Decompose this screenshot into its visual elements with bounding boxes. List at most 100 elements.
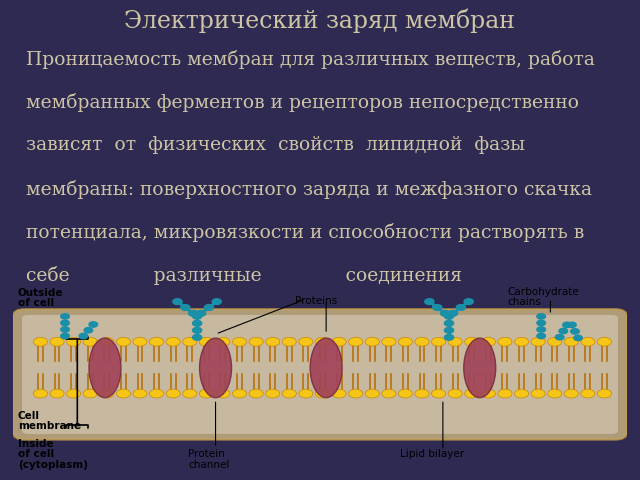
Circle shape <box>349 389 363 398</box>
Circle shape <box>563 322 572 327</box>
Circle shape <box>182 337 197 346</box>
Circle shape <box>444 335 454 340</box>
Circle shape <box>189 311 198 316</box>
Circle shape <box>431 389 445 398</box>
Circle shape <box>83 389 97 398</box>
Circle shape <box>444 313 454 319</box>
Text: Cell: Cell <box>18 411 40 421</box>
Circle shape <box>537 333 545 339</box>
Circle shape <box>193 335 202 340</box>
Circle shape <box>67 389 81 398</box>
Ellipse shape <box>89 338 121 397</box>
Circle shape <box>84 327 93 333</box>
Circle shape <box>444 327 454 333</box>
Circle shape <box>116 337 131 346</box>
Circle shape <box>464 299 474 304</box>
Circle shape <box>537 320 545 325</box>
Circle shape <box>568 322 576 327</box>
Circle shape <box>581 337 595 346</box>
Circle shape <box>456 305 465 311</box>
Circle shape <box>448 337 462 346</box>
Circle shape <box>61 327 69 332</box>
Circle shape <box>415 389 429 398</box>
Circle shape <box>449 311 458 316</box>
Circle shape <box>33 389 47 398</box>
Ellipse shape <box>310 338 342 397</box>
Circle shape <box>173 299 182 304</box>
Circle shape <box>61 320 69 325</box>
Circle shape <box>83 337 97 346</box>
Circle shape <box>398 337 412 346</box>
Circle shape <box>537 327 545 332</box>
Circle shape <box>61 333 69 339</box>
Circle shape <box>33 337 47 346</box>
Circle shape <box>444 320 454 326</box>
Circle shape <box>440 311 450 316</box>
Circle shape <box>166 389 180 398</box>
Circle shape <box>425 299 434 304</box>
Circle shape <box>212 299 221 304</box>
Text: channel: channel <box>188 460 229 469</box>
Circle shape <box>282 389 296 398</box>
Text: of cell: of cell <box>18 449 54 459</box>
Circle shape <box>433 305 442 311</box>
Circle shape <box>537 314 545 319</box>
Circle shape <box>182 389 197 398</box>
Ellipse shape <box>464 338 496 397</box>
Circle shape <box>249 337 263 346</box>
Circle shape <box>266 337 280 346</box>
Circle shape <box>515 337 529 346</box>
Circle shape <box>216 389 230 398</box>
Text: membrane: membrane <box>18 421 81 431</box>
Circle shape <box>381 389 396 398</box>
Text: Электрический заряд мембран: Электрический заряд мембран <box>125 8 515 33</box>
Circle shape <box>498 389 512 398</box>
Circle shape <box>564 337 579 346</box>
Circle shape <box>266 389 280 398</box>
Circle shape <box>232 337 246 346</box>
Circle shape <box>556 335 564 340</box>
Circle shape <box>89 322 97 327</box>
Circle shape <box>365 389 380 398</box>
Circle shape <box>481 337 495 346</box>
Circle shape <box>581 389 595 398</box>
Text: потенциала, микровязкости и способности растворять в: потенциала, микровязкости и способности … <box>26 223 584 242</box>
Circle shape <box>498 337 512 346</box>
Circle shape <box>381 337 396 346</box>
Text: Проницаемость мембран для различных веществ, работа: Проницаемость мембран для различных веще… <box>26 50 595 69</box>
Circle shape <box>531 337 545 346</box>
Circle shape <box>465 337 479 346</box>
Circle shape <box>299 389 313 398</box>
Circle shape <box>193 327 202 333</box>
Circle shape <box>282 337 296 346</box>
Circle shape <box>79 333 88 339</box>
Circle shape <box>415 337 429 346</box>
Circle shape <box>67 337 81 346</box>
Text: Carbohydrate: Carbohydrate <box>508 287 579 297</box>
Text: Lipid bilayer: Lipid bilayer <box>400 449 464 459</box>
Text: Inside: Inside <box>18 439 53 449</box>
Circle shape <box>116 389 131 398</box>
Circle shape <box>573 335 582 341</box>
Circle shape <box>597 337 612 346</box>
Circle shape <box>332 337 346 346</box>
Circle shape <box>133 337 147 346</box>
Circle shape <box>299 337 313 346</box>
Circle shape <box>204 305 214 311</box>
Circle shape <box>133 389 147 398</box>
Text: Outside: Outside <box>18 288 63 298</box>
Circle shape <box>61 314 69 319</box>
Circle shape <box>100 389 114 398</box>
Circle shape <box>150 337 164 346</box>
Circle shape <box>50 389 64 398</box>
Circle shape <box>249 389 263 398</box>
Circle shape <box>515 389 529 398</box>
Circle shape <box>571 329 579 334</box>
FancyBboxPatch shape <box>13 309 627 440</box>
Circle shape <box>448 389 462 398</box>
Text: себе              различные              соединения: себе различные соединения <box>26 266 461 285</box>
Text: Proteins: Proteins <box>296 296 338 306</box>
Text: of cell: of cell <box>18 299 54 308</box>
Text: (cytoplasm): (cytoplasm) <box>18 460 88 469</box>
Text: chains: chains <box>508 297 541 307</box>
